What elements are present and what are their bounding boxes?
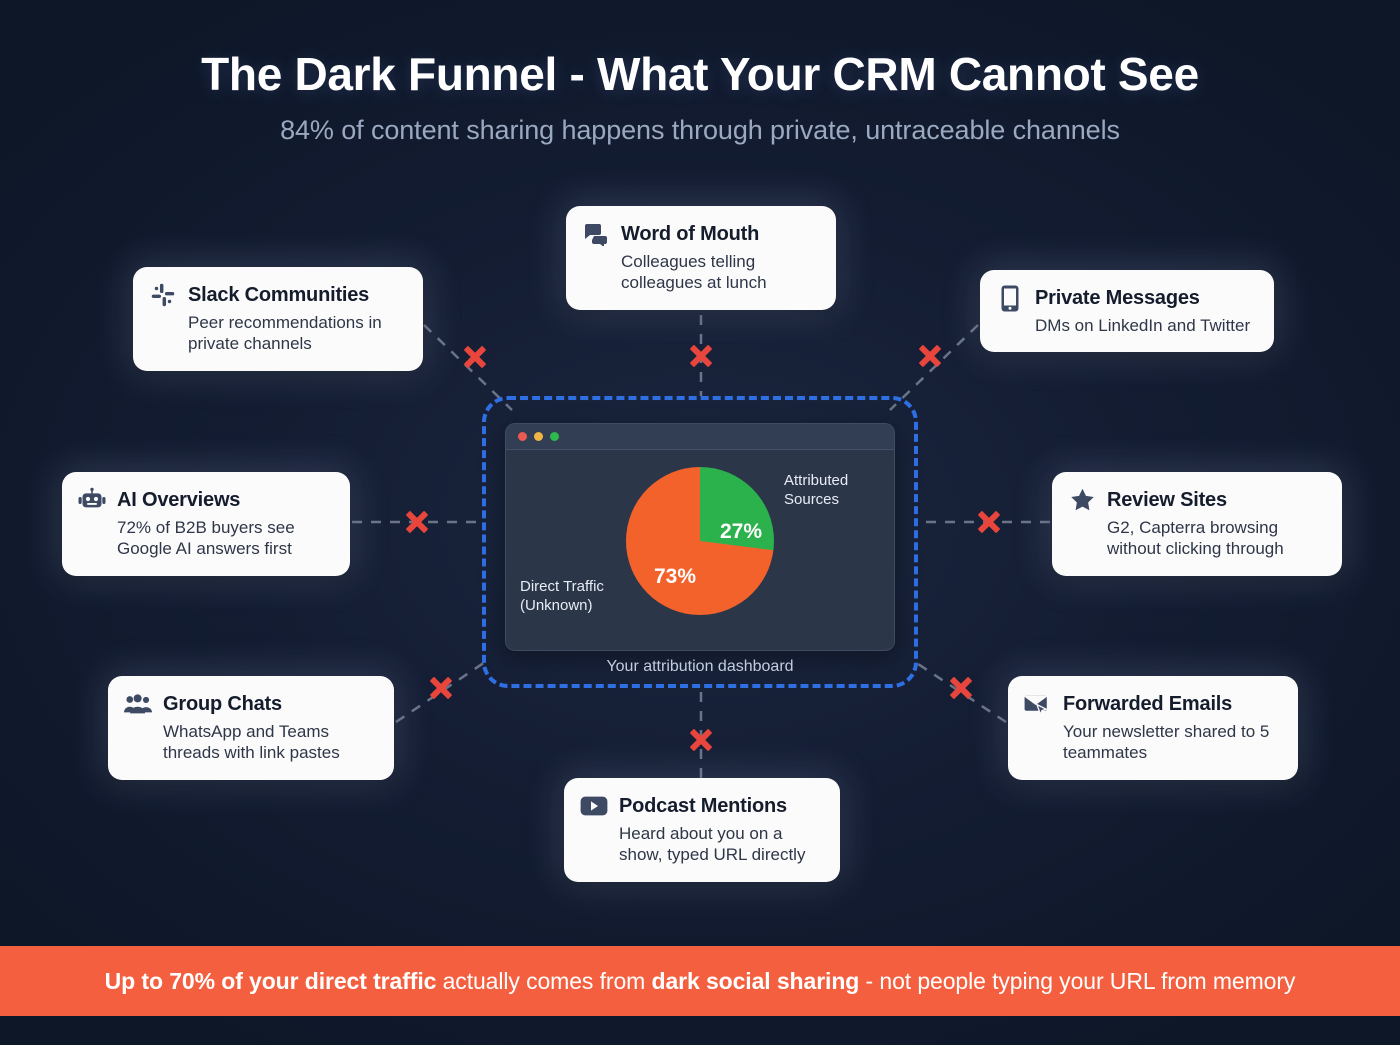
card-description: Peer recommendations in private channels (188, 313, 382, 354)
banner-part2: actually comes from (436, 967, 652, 994)
card-podcast-mentions[interactable]: Podcast Mentions Heard about you on a sh… (564, 778, 840, 882)
card-description: WhatsApp and Teams threads with link pas… (163, 722, 340, 763)
pie-legend-attributed-line1: Attributed (784, 472, 849, 489)
card-description: Heard about you on a show, typed URL dir… (619, 824, 806, 865)
page-subtitle: 84% of content sharing happens through p… (280, 114, 1120, 145)
card-title: Group Chats (163, 692, 282, 715)
card-word-of-mouth[interactable]: Word of Mouth Colleagues telling colleag… (566, 206, 836, 310)
card-description: DMs on LinkedIn and Twitter (1035, 316, 1251, 335)
play-button-icon (580, 792, 608, 820)
card-description: G2, Capterra browsing without clicking t… (1107, 518, 1284, 559)
card-slack-communities[interactable]: Slack Communities Peer recommendations i… (133, 267, 423, 371)
pie-graphic (626, 467, 774, 615)
slack-icon (149, 281, 177, 309)
card-head: Private Messages (996, 284, 1256, 312)
star-icon (1068, 486, 1096, 514)
blocked-marker-private-messages (913, 339, 947, 373)
mobile-phone-icon (996, 284, 1024, 312)
dashboard-caption: Your attribution dashboard (606, 658, 794, 675)
blocked-marker-slack (458, 340, 492, 374)
card-head: Slack Communities (149, 281, 405, 309)
card-head: Word of Mouth (582, 220, 818, 248)
robot-icon (78, 486, 106, 514)
window-maximize-dot[interactable] (550, 432, 559, 441)
banner-part3: dark social sharing (651, 967, 860, 994)
pie-legend-direct-line2: (Unknown) (520, 596, 593, 614)
card-title: AI Overviews (117, 488, 241, 511)
card-description: Your newsletter shared to 5 teammates (1063, 722, 1270, 763)
window-close-dot[interactable] (518, 432, 527, 441)
blocked-marker-forwarded-emails (944, 671, 978, 705)
card-title: Forwarded Emails (1063, 692, 1233, 715)
pie-slice-label-attributed: 27% (720, 520, 763, 543)
attribution-boundary (482, 396, 918, 688)
window-titlebar (506, 424, 894, 450)
banner-part1: Up to 70% of your direct traffic (104, 967, 437, 994)
bottom-banner: Up to 70% of your direct traffic actuall… (0, 946, 1400, 1016)
card-head: Podcast Mentions (580, 792, 822, 820)
page-title: The Dark Funnel - What Your CRM Cannot S… (201, 48, 1199, 100)
pie-legend-attributed-line2: Sources (784, 490, 840, 508)
pie-legend-direct: Direct Traffic (Unknown) (520, 578, 604, 616)
blocked-marker-review-sites (972, 505, 1006, 539)
pie-legend-attributed: Attributed Sources (784, 472, 848, 510)
blocked-marker-word-of-mouth (684, 339, 718, 373)
card-title: Slack Communities (188, 283, 370, 306)
card-description: 72% of B2B buyers see Google AI answers … (117, 518, 295, 559)
people-group-icon (124, 690, 152, 718)
speech-bubbles-icon (582, 220, 610, 248)
card-private-messages[interactable]: Private Messages DMs on LinkedIn and Twi… (980, 270, 1274, 353)
banner-text: Up to 70% of your direct traffic actuall… (105, 968, 1296, 995)
card-ai-overviews[interactable]: AI Overviews 72% of B2B buyers see Googl… (62, 472, 350, 576)
card-review-sites[interactable]: Review Sites G2, Capterra browsing witho… (1052, 472, 1342, 576)
card-head: Review Sites (1068, 486, 1324, 514)
envelope-cursor-icon (1024, 690, 1052, 718)
blocked-marker-group-chats (424, 671, 458, 705)
card-group-chats[interactable]: Group Chats WhatsApp and Teams threads w… (108, 676, 394, 780)
attribution-dashboard-window: 27% 73% Attributed Sources Direct Traffi… (505, 423, 895, 651)
card-title: Review Sites (1107, 488, 1227, 511)
card-title: Podcast Mentions (619, 794, 787, 817)
card-description: Colleagues telling colleagues at lunch (621, 252, 767, 293)
header: The Dark Funnel - What Your CRM Cannot S… (0, 48, 1400, 146)
pie-chart: 27% 73% Attributed Sources Direct Traffi… (506, 450, 894, 650)
card-head: Forwarded Emails (1024, 690, 1280, 718)
window-minimize-dot[interactable] (534, 432, 543, 441)
card-title: Word of Mouth (621, 222, 760, 245)
pie-legend-direct-line1: Direct Traffic (520, 578, 604, 595)
blocked-marker-podcast (684, 723, 718, 757)
card-head: AI Overviews (78, 486, 332, 514)
pie-slice-label-direct: 73% (654, 565, 697, 588)
blocked-marker-ai-overviews (400, 505, 434, 539)
banner-part4: - not people typing your URL from memory (859, 967, 1296, 994)
card-title: Private Messages (1035, 286, 1200, 309)
card-forwarded-emails[interactable]: Forwarded Emails Your newsletter shared … (1008, 676, 1298, 780)
card-head: Group Chats (124, 690, 376, 718)
